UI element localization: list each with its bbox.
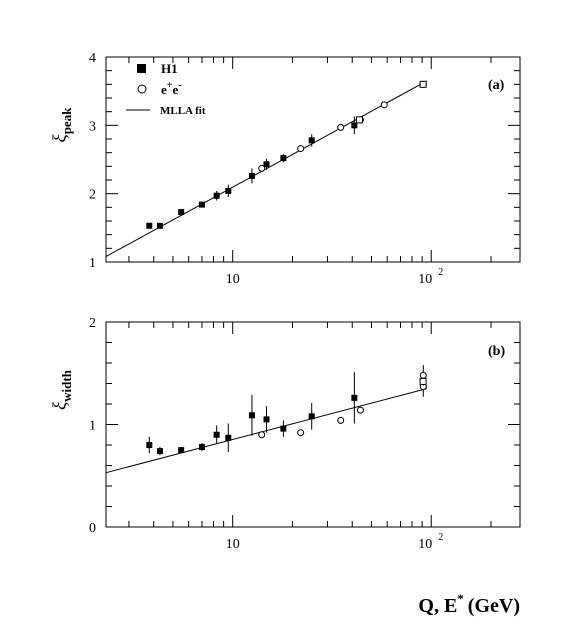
legend-h1-label: H1: [161, 61, 178, 76]
data-marks-a: [146, 80, 427, 229]
ee-square-point: [355, 116, 363, 124]
ee-point: [297, 145, 305, 153]
h1-point: [351, 122, 358, 129]
data-marks-b: [146, 365, 427, 456]
ee-point: [297, 429, 305, 437]
h1-point: [146, 222, 153, 229]
y-axis-label-b-main: ξ: [50, 401, 71, 410]
legend-ee-marker: [137, 84, 147, 94]
y-axis-label-a-main: ξ: [50, 133, 71, 142]
legend-ee-e1: e: [161, 82, 167, 97]
plot-frame-b: [105, 321, 521, 528]
ee-square-point: [419, 377, 427, 385]
y-tick-label: 2: [89, 188, 96, 203]
x-tick-label-100: 10: [418, 272, 432, 287]
h1-point: [178, 209, 185, 216]
x-tick-label-100: 10: [418, 537, 432, 552]
legend-a: H1 e+e- MLLA fit: [126, 61, 206, 117]
y-tick-label: 2: [89, 316, 96, 331]
axis-ticks-b: 10 10 2 0 1 2: [89, 316, 520, 552]
h1-point: [213, 431, 220, 438]
panel-a: 10 10 2 1 2 3 4 (a) ξpeak H1 e+e- MLLA fit: [50, 51, 521, 287]
x-axis-label-main: Q, E: [418, 595, 457, 617]
y-axis-label-a: ξpeak: [50, 107, 74, 143]
h1-point: [308, 137, 315, 144]
ee-square-point: [419, 80, 427, 88]
x-tick-label-10: 10: [226, 537, 240, 552]
axis-ticks-a: 10 10 2 1 2 3 4: [89, 51, 520, 287]
h1-point: [225, 187, 232, 194]
h1-point: [156, 448, 163, 455]
panel-b: 10 10 2 0 1 2 (b) ξwidth: [50, 316, 521, 552]
h1-point: [248, 412, 255, 419]
h1-point: [213, 192, 220, 199]
y-tick-label: 1: [89, 419, 96, 434]
legend-fit-label: MLLA fit: [160, 105, 206, 117]
h1-point: [198, 444, 205, 451]
legend-ee-e2: e: [172, 82, 178, 97]
y-tick-label: 4: [89, 51, 96, 66]
y-axis-label-b-sub: width: [59, 369, 74, 402]
y-tick-label: 3: [89, 119, 96, 134]
x-tick-label-100-exp: 2: [438, 267, 443, 278]
x-axis-label-unit: (GeV): [468, 595, 520, 617]
x-tick-label-10: 10: [226, 272, 240, 287]
h1-point: [198, 201, 205, 208]
y-tick-label: 1: [89, 256, 96, 271]
legend-h1-marker: [137, 64, 146, 73]
ee-point: [258, 164, 266, 172]
y-axis-label-a-sub: peak: [59, 107, 74, 135]
y-tick-label: 0: [89, 521, 96, 536]
ee-point: [258, 431, 266, 439]
legend-ee-sup1: +: [167, 80, 173, 91]
h1-point: [263, 416, 270, 423]
h1-point: [280, 425, 287, 432]
ee-point: [337, 123, 345, 131]
ee-point: [380, 101, 388, 109]
h1-point: [248, 172, 255, 179]
h1-point: [351, 394, 358, 401]
h1-point: [146, 442, 153, 448]
y-axis-label-b: ξwidth: [50, 369, 74, 410]
plot-frame-a: [105, 56, 521, 263]
legend-ee-label: e+e-: [161, 80, 182, 97]
h1-point: [156, 222, 163, 229]
ee-point: [337, 416, 345, 424]
h1-point: [308, 413, 315, 420]
ee-point: [419, 371, 427, 379]
h1-point: [280, 155, 287, 162]
h1-point: [178, 447, 185, 454]
legend-ee-sup2: -: [178, 80, 181, 91]
h1-point: [263, 161, 270, 168]
x-axis-label-sup: *: [457, 591, 464, 606]
panel-label-b: (b): [488, 344, 505, 359]
panel-label-a: (a): [488, 78, 505, 93]
h1-point: [225, 434, 232, 441]
ee-point: [356, 406, 364, 414]
x-tick-label-100-exp: 2: [438, 532, 443, 543]
x-axis-label: Q, E* (GeV): [418, 591, 520, 617]
